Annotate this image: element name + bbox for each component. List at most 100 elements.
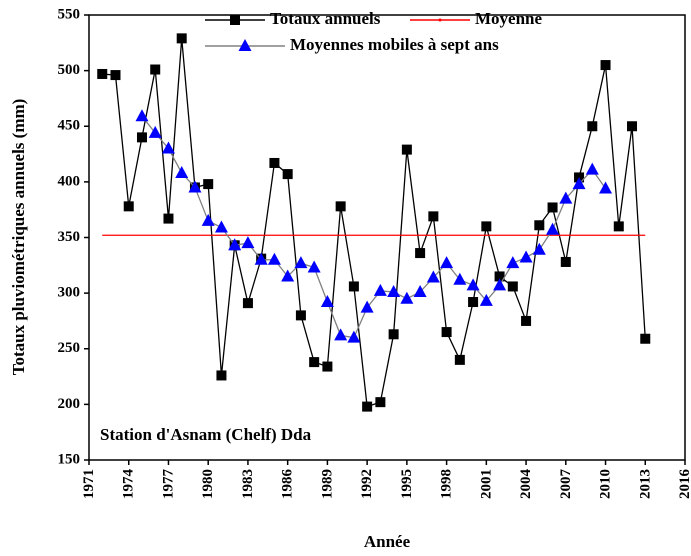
- square-marker: [415, 248, 426, 259]
- x-tick-label: 2007: [558, 469, 574, 500]
- square-marker: [613, 221, 624, 232]
- x-tick-label: 1989: [319, 469, 335, 499]
- x-tick-label: 2001: [478, 469, 494, 499]
- square-marker: [441, 327, 452, 338]
- square-marker: [322, 361, 333, 372]
- triangle-marker: [519, 250, 533, 263]
- square-marker: [600, 60, 611, 71]
- square-marker: [97, 68, 108, 79]
- square-marker: [295, 310, 306, 321]
- triangle-marker: [241, 236, 255, 249]
- legend-label: Moyenne: [475, 9, 543, 28]
- legend-marker: [230, 15, 240, 25]
- x-tick-label: 1992: [359, 469, 375, 499]
- triangle-marker: [267, 252, 281, 265]
- x-axis-label: Année: [364, 532, 411, 551]
- square-marker: [428, 211, 439, 222]
- square-marker: [216, 370, 227, 381]
- series-line: [102, 38, 646, 408]
- triangle-marker: [479, 293, 493, 306]
- y-tick-label: 450: [58, 118, 81, 134]
- y-axis-label: Totaux pluviométriques annuels (mm): [9, 99, 28, 376]
- square-marker: [587, 121, 598, 132]
- y-tick-label: 550: [58, 6, 81, 22]
- triangle-marker: [546, 222, 560, 235]
- y-tick-label: 150: [58, 451, 81, 467]
- square-marker: [388, 329, 399, 340]
- square-marker: [560, 256, 571, 267]
- triangle-marker: [413, 285, 427, 298]
- square-marker: [335, 201, 346, 212]
- triangle-marker: [585, 162, 599, 175]
- triangle-marker: [347, 330, 361, 343]
- legend-marker: [438, 18, 442, 22]
- y-tick-label: 200: [58, 396, 81, 412]
- x-tick-label: 1995: [399, 469, 415, 499]
- triangle-marker: [175, 165, 189, 178]
- square-marker: [507, 281, 518, 292]
- square-marker: [401, 144, 412, 155]
- triangle-marker: [506, 256, 520, 269]
- legend-marker: [238, 39, 252, 51]
- square-marker: [136, 132, 147, 143]
- legend-label: Moyennes mobiles à sept ans: [290, 35, 499, 54]
- square-marker: [375, 397, 386, 408]
- triangle-marker: [599, 181, 613, 194]
- square-marker: [242, 298, 253, 309]
- triangle-marker: [373, 283, 387, 296]
- x-tick-label: 1971: [81, 469, 97, 499]
- triangle-marker: [228, 238, 242, 251]
- square-marker: [468, 297, 479, 308]
- square-marker: [534, 220, 545, 231]
- square-marker: [282, 169, 293, 180]
- y-tick-label: 400: [58, 173, 81, 189]
- square-marker: [150, 64, 161, 75]
- x-tick-label: 1980: [200, 469, 216, 499]
- square-marker: [176, 33, 187, 44]
- triangle-marker: [453, 272, 467, 285]
- square-marker: [309, 357, 320, 368]
- x-tick-label: 1983: [240, 469, 256, 499]
- x-tick-label: 1974: [121, 469, 137, 500]
- square-marker: [362, 401, 373, 412]
- triangle-marker: [320, 295, 334, 308]
- triangle-marker: [440, 256, 454, 269]
- legend-label: Totaux annuels: [270, 9, 381, 28]
- triangle-marker: [307, 260, 321, 273]
- square-marker: [203, 179, 214, 190]
- triangle-marker: [493, 278, 507, 291]
- square-marker: [110, 70, 121, 81]
- square-marker: [269, 157, 280, 168]
- triangle-marker: [559, 191, 573, 204]
- y-tick-label: 300: [58, 285, 81, 301]
- square-marker: [627, 121, 638, 132]
- triangle-marker: [214, 220, 228, 233]
- x-tick-label: 1998: [439, 469, 455, 499]
- triangle-marker: [360, 300, 374, 313]
- triangle-marker: [188, 180, 202, 193]
- x-tick-label: 2016: [677, 469, 691, 500]
- x-tick-label: 2010: [598, 469, 614, 499]
- triangle-marker: [334, 328, 348, 341]
- y-tick-label: 250: [58, 340, 81, 356]
- triangle-marker: [148, 125, 162, 138]
- square-marker: [481, 221, 492, 232]
- triangle-marker: [161, 141, 175, 154]
- square-marker: [521, 315, 532, 326]
- triangle-marker: [387, 285, 401, 298]
- x-tick-label: 2004: [518, 469, 534, 500]
- triangle-marker: [466, 278, 480, 291]
- triangle-marker: [294, 256, 308, 269]
- square-marker: [163, 213, 174, 224]
- square-marker: [123, 201, 134, 212]
- triangle-marker: [400, 291, 414, 304]
- square-marker: [348, 281, 359, 292]
- square-marker: [454, 354, 465, 365]
- triangle-marker: [135, 109, 149, 122]
- y-tick-label: 350: [58, 229, 81, 245]
- square-marker: [494, 271, 505, 282]
- triangle-marker: [572, 177, 586, 190]
- x-tick-label: 1977: [160, 469, 176, 500]
- triangle-marker: [532, 242, 546, 255]
- annotation: Station d'Asnam (Chelf) Dda: [100, 425, 312, 444]
